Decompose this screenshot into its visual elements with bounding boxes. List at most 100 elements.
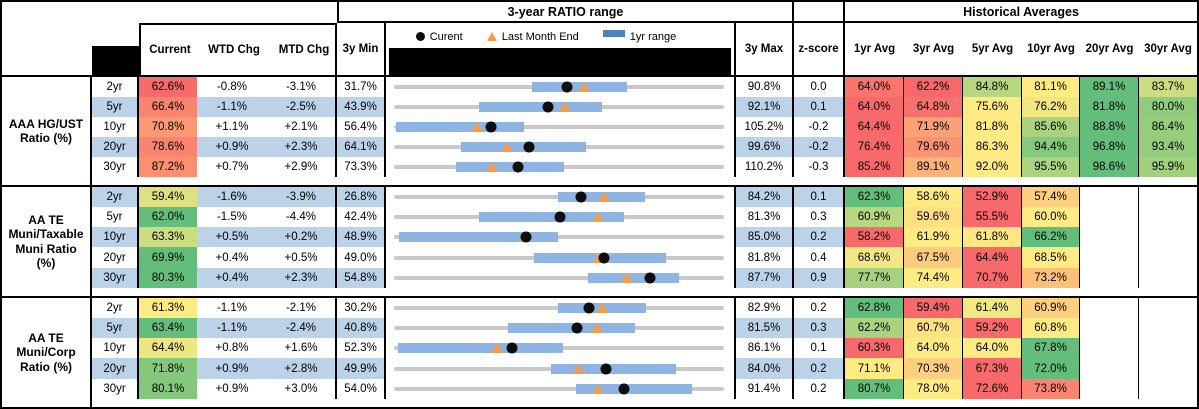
avg-cell: 81.8% xyxy=(1080,97,1139,117)
zscore-cell: 0.2 xyxy=(794,358,845,379)
wtd-chg-cell: +0.7% xyxy=(197,157,267,177)
zscore-cell: 0.9 xyxy=(794,267,845,288)
current-dot xyxy=(644,272,656,284)
three-year-min-cell: 30.2% xyxy=(337,298,386,319)
tenor-cell: 20yr xyxy=(92,137,139,157)
avg-cell: 94.4% xyxy=(1022,137,1080,157)
current-cell: 63.4% xyxy=(139,318,197,339)
avg-cell-blank xyxy=(1080,378,1139,399)
zscore-cell: -0.2 xyxy=(794,137,845,157)
last-month-triangle xyxy=(590,323,603,334)
avg-cell: 83.7% xyxy=(1139,77,1197,97)
wtd-chg-cell: +0.4% xyxy=(197,267,267,288)
zscore-cell: 0.1 xyxy=(794,97,845,117)
tenor-cell: 5yr xyxy=(92,318,139,339)
range-chart-cell xyxy=(386,247,736,268)
col-header-mtd-chg: MTD Chg xyxy=(278,44,330,56)
three-year-max-cell: 110.2% xyxy=(736,157,794,177)
avg-cell: 77.7% xyxy=(845,267,904,288)
avg-cell: 73.2% xyxy=(1022,267,1080,288)
group-label: AA TE Muni/Corp Ratio (%) xyxy=(2,298,92,407)
wtd-chg-cell: -1.6% xyxy=(197,187,267,208)
avg-cell: 76.4% xyxy=(845,137,904,157)
mtd-chg-cell: -3.9% xyxy=(267,187,337,208)
legend-range-label: 1yr range xyxy=(629,30,677,43)
current-cell: 80.1% xyxy=(139,378,197,399)
current-cell: 63.3% xyxy=(139,227,197,248)
header-spacer xyxy=(2,2,337,23)
col-header-10yr-avg: 10yr Avg xyxy=(1027,43,1075,55)
avg-cell: 64.0% xyxy=(845,97,904,117)
tenor-cell: 30yr xyxy=(92,267,139,288)
range-bar-1yr xyxy=(550,363,676,374)
current-dot xyxy=(561,81,573,93)
col-header-20yr-avg: 20yr Avg xyxy=(1085,43,1134,55)
avg-cell: 79.6% xyxy=(904,137,963,157)
column-header-row: Current WTD Chg MTD Chg 3y Min Curent La… xyxy=(2,23,1197,75)
avg-cell: 93.4% xyxy=(1139,137,1197,157)
range-chart-cell xyxy=(386,378,736,399)
mtd-chg-cell: +0.5% xyxy=(267,247,337,268)
range-bar-1yr xyxy=(399,232,558,243)
range-chart-cell xyxy=(386,157,736,177)
avg-cell-blank xyxy=(1080,267,1139,288)
mtd-chg-cell: -3.1% xyxy=(267,77,337,97)
current-dot xyxy=(506,342,518,354)
avg-cell: 66.2% xyxy=(1022,227,1080,248)
avg-cell: 76.2% xyxy=(1022,97,1080,117)
mtd-chg-cell: +2.1% xyxy=(267,117,337,137)
avg-cell: 74.4% xyxy=(904,267,963,288)
wtd-chg-cell: +0.9% xyxy=(197,358,267,379)
three-year-max-cell: 99.6% xyxy=(736,137,794,157)
avg-cell-blank xyxy=(1139,267,1197,288)
three-year-max-cell: 87.7% xyxy=(736,267,794,288)
avg-cell: 52.9% xyxy=(963,187,1022,208)
current-dot xyxy=(618,383,630,395)
avg-cell: 61.9% xyxy=(904,227,963,248)
mtd-chg-cell: -4.4% xyxy=(267,207,337,228)
range-bar-1yr xyxy=(575,383,693,394)
wtd-chg-cell: +0.4% xyxy=(197,247,267,268)
range-bar-1yr xyxy=(396,122,524,132)
tenor-cell: 20yr xyxy=(92,358,139,379)
range-chart-cell xyxy=(386,338,736,359)
wtd-chg-cell: -0.8% xyxy=(197,77,267,97)
avg-cell: 85.6% xyxy=(1022,117,1080,137)
avg-cell: 59.6% xyxy=(904,207,963,228)
avg-cell-blank xyxy=(1139,318,1197,339)
avg-cell: 92.0% xyxy=(963,157,1022,177)
last-month-triangle xyxy=(471,122,484,132)
zscore-top-spacer xyxy=(794,2,845,23)
range-chart-cell xyxy=(386,137,736,157)
range-chart-cell xyxy=(386,298,736,319)
tenor-cell: 10yr xyxy=(92,338,139,359)
range-chart-cell xyxy=(386,318,736,339)
avg-cell-blank xyxy=(1139,247,1197,268)
three-year-min-cell: 64.1% xyxy=(337,137,386,157)
avg-cell: 64.0% xyxy=(845,77,904,97)
legend-last-month-label: Last Month End xyxy=(501,30,579,43)
avg-cell: 68.5% xyxy=(1022,247,1080,268)
avg-cell: 71.1% xyxy=(845,358,904,379)
wtd-chg-cell: +0.9% xyxy=(197,137,267,157)
last-month-triangle xyxy=(490,343,503,354)
range-bar-1yr xyxy=(455,162,564,172)
zscore-cell: 0.0 xyxy=(794,77,845,97)
avg-cell: 64.0% xyxy=(963,338,1022,359)
avg-cell: 75.6% xyxy=(963,97,1022,117)
col-header-5yr-avg: 5yr Avg xyxy=(971,43,1014,55)
tenor-cell: 5yr xyxy=(92,207,139,228)
current-dot-icon xyxy=(415,32,425,41)
three-year-max-cell: 84.2% xyxy=(736,187,794,208)
wtd-chg-cell: +0.8% xyxy=(197,338,267,359)
three-year-min-cell: 54.0% xyxy=(337,378,386,399)
last-month-triangle xyxy=(620,272,633,283)
avg-cell: 67.8% xyxy=(1022,338,1080,359)
wtd-chg-cell: -1.5% xyxy=(197,207,267,228)
avg-cell: 84.8% xyxy=(963,77,1022,97)
zscore-cell: 0.2 xyxy=(794,298,845,319)
avg-cell-blank xyxy=(1139,358,1197,379)
mtd-chg-cell: -2.4% xyxy=(267,318,337,339)
legend-1yr-range: 1yr range xyxy=(602,30,677,43)
